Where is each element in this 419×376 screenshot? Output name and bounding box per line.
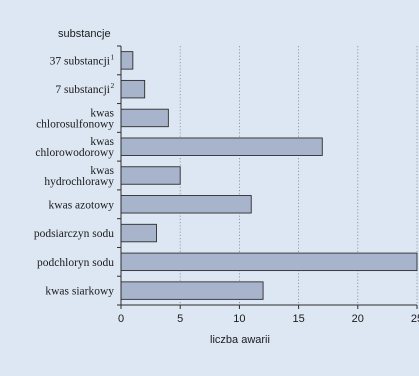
y-tick-superscript: 1 bbox=[111, 52, 115, 61]
y-tick-label: kwas bbox=[90, 165, 114, 177]
y-tick-label: hydrochlorawy bbox=[44, 176, 114, 188]
x-tick-labels: 0 5 10 15 20 25 bbox=[118, 313, 419, 325]
y-tick-label: kwas bbox=[90, 107, 114, 119]
y-tick-label: kwas bbox=[90, 136, 114, 148]
axes bbox=[117, 45, 418, 309]
y-tick-label: chlorosulfonowy bbox=[36, 118, 114, 130]
x-tick-label: 25 bbox=[411, 313, 419, 325]
y-tick-label: 7 substancji bbox=[55, 84, 110, 96]
y-tick-label: kwas azotowy bbox=[49, 199, 115, 211]
bar bbox=[120, 166, 181, 185]
x-tick-label: 10 bbox=[233, 313, 245, 325]
bar bbox=[120, 223, 157, 243]
x-axis-title: liczba awarii bbox=[210, 334, 270, 346]
bars bbox=[120, 51, 418, 300]
bar bbox=[120, 281, 264, 300]
y-axis-title: substancje bbox=[58, 28, 111, 40]
y-tick-label: kwas siarkowy bbox=[45, 286, 114, 298]
bar bbox=[120, 51, 134, 70]
y-tick-labels: 37 substancji 17 substancji 2kwaschlorosul… bbox=[34, 52, 115, 297]
x-tick-label: 5 bbox=[177, 313, 183, 325]
x-tick-label: 20 bbox=[352, 313, 364, 325]
bar bbox=[120, 108, 169, 128]
bar bbox=[120, 195, 252, 214]
y-tick-superscript: 2 bbox=[111, 81, 115, 90]
y-tick-label: 37 substancji bbox=[50, 55, 110, 67]
y-tick-label: podchloryn sodu bbox=[37, 257, 114, 269]
x-tick-label: 15 bbox=[292, 313, 304, 325]
bar bbox=[120, 252, 418, 272]
y-tick-label: podsiarczyn sodu bbox=[34, 228, 114, 240]
x-tick-label: 0 bbox=[118, 313, 124, 325]
bar bbox=[120, 137, 323, 156]
bar bbox=[120, 79, 146, 99]
y-tick-label: chlorowodorowy bbox=[35, 147, 114, 159]
